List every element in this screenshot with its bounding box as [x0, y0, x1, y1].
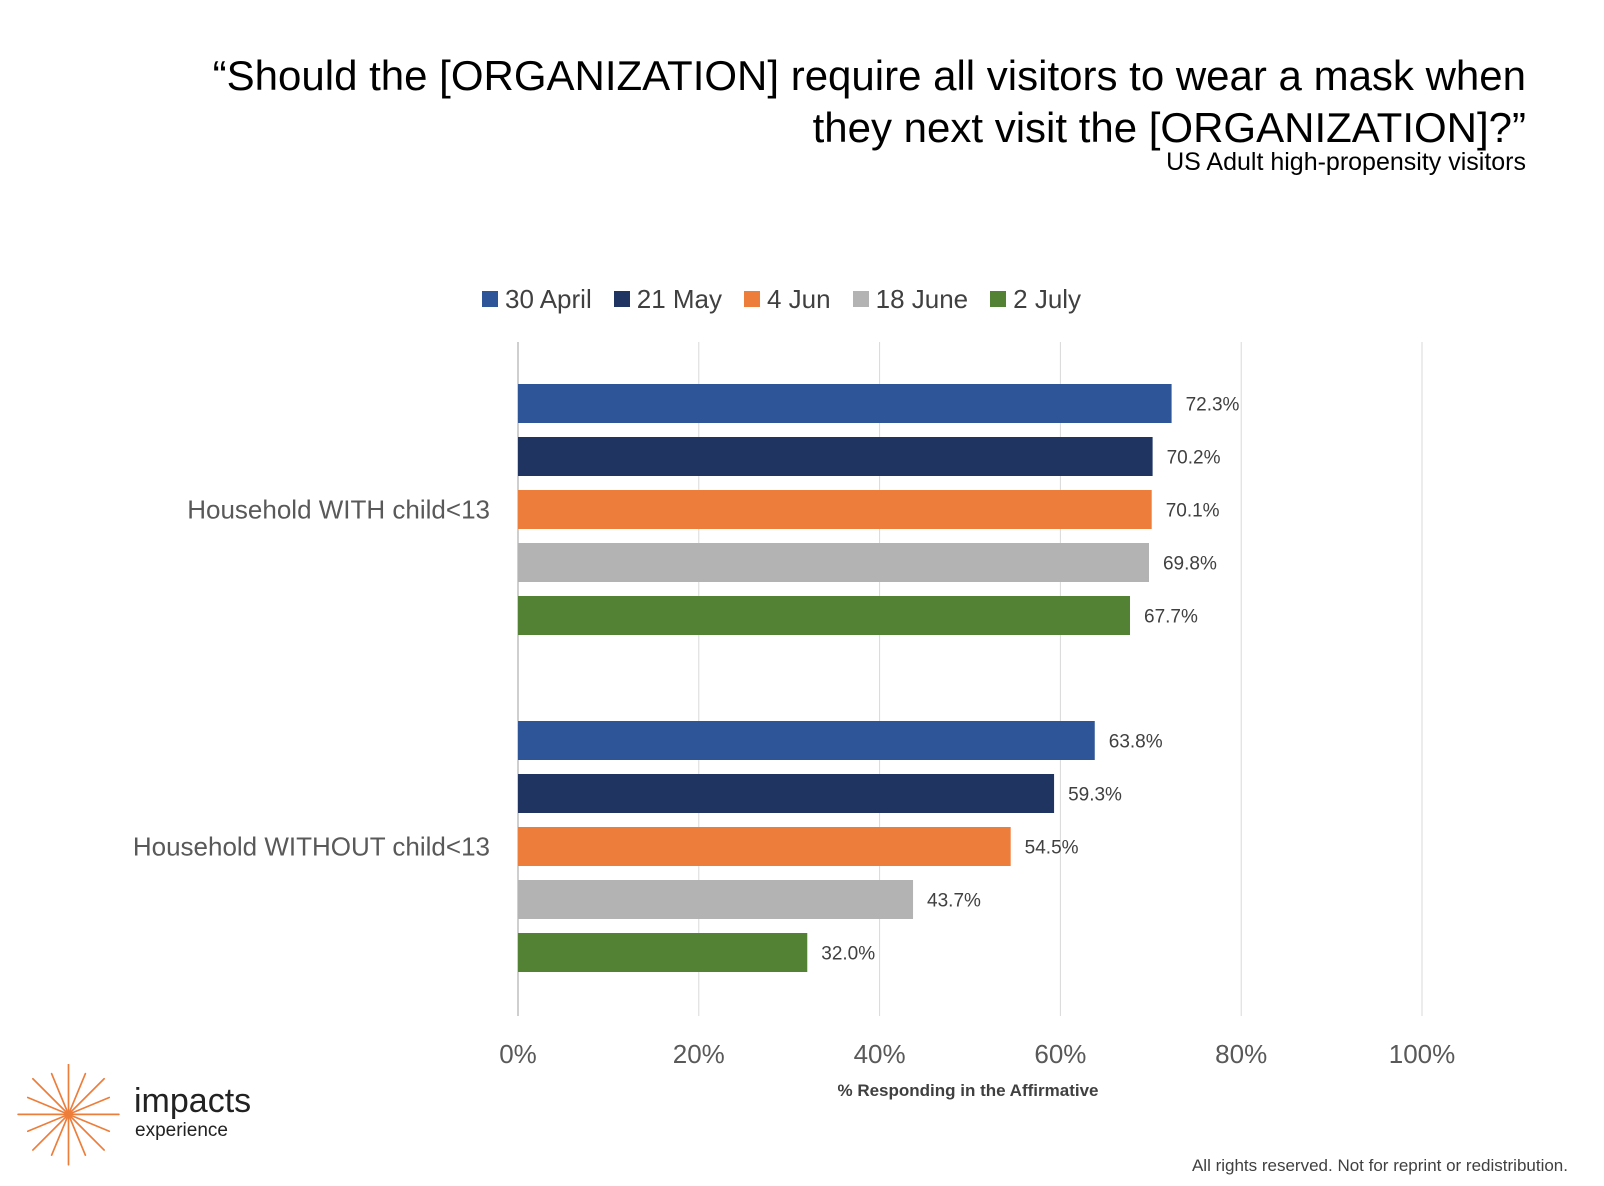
- bar-30-april-without-child: [518, 721, 1095, 760]
- bar-4-jun-without-child: [518, 827, 1011, 866]
- logo-ray: [67, 1113, 105, 1151]
- legend-swatch: [482, 291, 498, 307]
- logo-ray: [50, 1072, 70, 1116]
- chart-subtitle: US Adult high-propensity visitors: [1166, 148, 1526, 176]
- bar-2-july-with-child: [518, 596, 1131, 635]
- logo-ray: [67, 1096, 111, 1116]
- logo-ray: [50, 1113, 70, 1156]
- logo-ray: [67, 1113, 111, 1133]
- logo-ray: [67, 1113, 87, 1156]
- data-label: 70.1%: [1166, 501, 1220, 522]
- brand-subname: experience: [135, 1120, 228, 1141]
- legend-label: 4 Jun: [767, 283, 831, 314]
- chart-legend: 30 April 21 May 4 Jun 18 June 2 July: [482, 281, 1103, 317]
- copyright-notice: All rights reserved. Not for reprint or …: [1191, 1156, 1568, 1175]
- legend-item-30-april: 30 April: [482, 284, 592, 315]
- data-label: 70.2%: [1167, 448, 1221, 469]
- data-label: 63.8%: [1109, 732, 1163, 753]
- chart-title-line-2: they next visit the [ORGANIZATION]?”: [812, 104, 1526, 151]
- data-label: 69.8%: [1163, 554, 1217, 575]
- bar-30-april-with-child: [518, 384, 1172, 423]
- data-label: 54.5%: [1025, 838, 1079, 859]
- category-label: Household WITH child<13: [187, 495, 490, 525]
- logo-ray: [67, 1077, 105, 1116]
- brand-name: impacts: [134, 1082, 252, 1120]
- bar-4-jun-with-child: [518, 490, 1152, 529]
- legend-swatch: [744, 291, 760, 307]
- legend-item-21-may: 21 May: [613, 283, 722, 315]
- chart-title-line-1: “Should the [ORGANIZATION] require all v…: [212, 52, 1526, 99]
- x-tick-label: 100%: [1389, 1039, 1456, 1069]
- bar-chart: 0% 20% 40% 60% 80% 100% % Responding in the Af…: [133, 342, 1456, 1100]
- category-label: Household WITHOUT child<13: [133, 832, 490, 862]
- legend-swatch: [613, 291, 630, 307]
- legend-item-18-june: 18 June: [852, 283, 969, 315]
- x-axis-title: % Responding in the Affirmative: [837, 1081, 1098, 1100]
- legend-label: 30 April: [505, 283, 592, 314]
- legend-swatch: [852, 291, 869, 307]
- bar-21-may-without-child: [518, 774, 1055, 813]
- x-tick-label: 20%: [673, 1039, 725, 1069]
- bar-18-june-without-child: [518, 880, 914, 919]
- x-tick-label: 60%: [1034, 1039, 1086, 1069]
- logo-ray: [26, 1096, 70, 1116]
- logo-ray: [32, 1077, 70, 1116]
- data-label: 32.0%: [821, 944, 875, 965]
- starburst-icon: [17, 1064, 120, 1166]
- legend-item-2-july: 2 July: [990, 284, 1081, 315]
- bar-21-may-with-child: [518, 437, 1153, 476]
- data-label: 67.7%: [1144, 607, 1198, 628]
- legend-label: 21 May: [636, 283, 722, 314]
- chart-title: “Should the [ORGANIZATION] require all v…: [66, 50, 1526, 154]
- x-tick-label: 40%: [854, 1039, 906, 1069]
- legend-label: 2 July: [1013, 283, 1082, 314]
- logo-ray: [67, 1072, 87, 1116]
- bar-2-july-without-child: [518, 933, 808, 972]
- bar-18-june-with-child: [518, 543, 1149, 582]
- x-tick-label: 0%: [499, 1039, 537, 1069]
- legend-label: 18 June: [875, 283, 969, 314]
- logo-ray: [32, 1113, 70, 1151]
- legend-item-4-jun: 4 Jun: [744, 284, 831, 315]
- data-label: 59.3%: [1068, 785, 1122, 806]
- legend-swatch: [990, 291, 1007, 307]
- logo-ray: [26, 1113, 70, 1133]
- data-label: 72.3%: [1186, 395, 1240, 416]
- x-tick-label: 80%: [1215, 1039, 1267, 1069]
- data-label: 43.7%: [927, 891, 981, 912]
